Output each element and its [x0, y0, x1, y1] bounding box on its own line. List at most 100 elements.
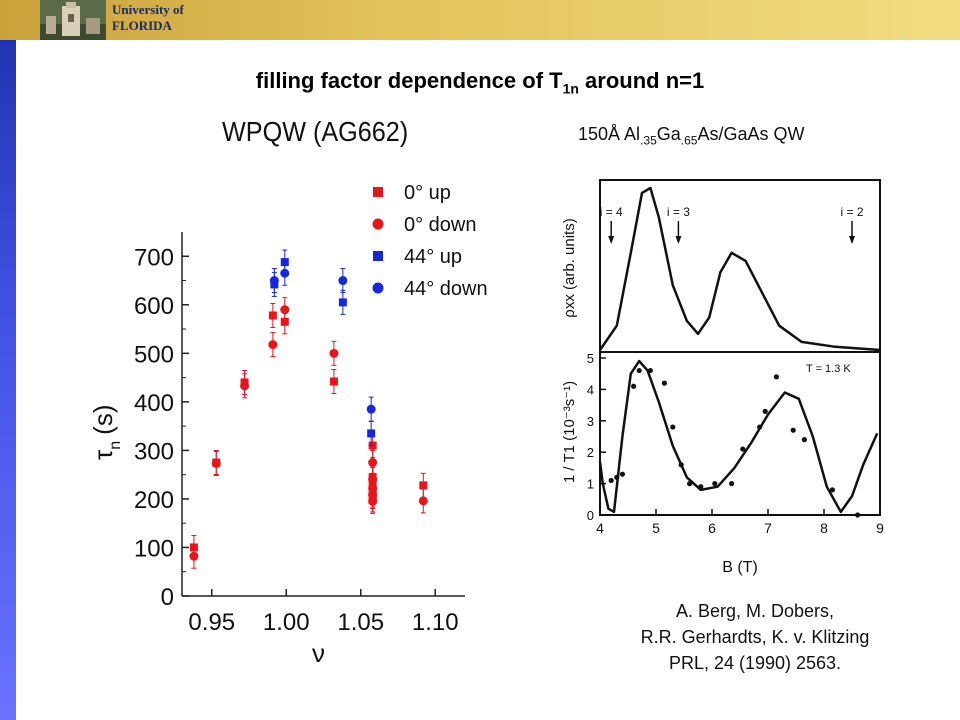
data-dot [801, 437, 808, 443]
data-point-square [419, 481, 428, 490]
y-tick-label: 700 [134, 244, 174, 271]
y-tick-label: 5 [587, 351, 594, 366]
slide-title-subscript: 1n [562, 80, 579, 97]
x-tick-label: 1.10 [412, 609, 459, 636]
data-point-circle [268, 340, 278, 350]
arrow-head [675, 236, 682, 244]
reference-line-2: R.R. Gerhardts, K. v. Klitzing [640, 627, 870, 647]
arrow-head [849, 236, 855, 244]
top-panel-frame [599, 179, 881, 353]
tower-icon [40, 0, 106, 40]
y-tick-label: 0 [587, 508, 594, 523]
data-point-circle [329, 348, 339, 358]
x-tick-label: 6 [708, 520, 716, 536]
reference-line-1: A. Berg, M. Dobers, [675, 601, 835, 621]
data-dot [661, 380, 668, 386]
legend-marker-square [373, 251, 383, 261]
rho-xx-curve [598, 186, 881, 352]
data-point-square [338, 298, 347, 307]
filling-marker-label: i = 3 [667, 205, 690, 219]
reference-line-3: PRL, 24 (1990) 2563. [668, 653, 842, 673]
data-point-circle [338, 276, 348, 286]
legend-label: 44° down [404, 278, 488, 300]
data-point-circle [189, 551, 199, 561]
filling-marker-label: i = 4 [600, 205, 623, 219]
data-dot [757, 424, 763, 430]
data-dot [687, 481, 693, 487]
slide-title-main: filling factor dependence of T [255, 68, 563, 93]
y-tick-label: 4 [587, 382, 594, 397]
arrow-head [608, 236, 615, 244]
y-axis-label: τn(s) [88, 404, 124, 460]
top-ylabel: ρxx (arb. units) [561, 218, 578, 317]
data-dot [614, 474, 620, 480]
legend-marker-square [373, 187, 383, 197]
data-dot [712, 481, 718, 487]
slide-title: filling factor dependence of T1n around … [0, 68, 960, 96]
figure-xlabel: B (T) [722, 559, 758, 576]
data-dot [698, 484, 704, 490]
data-dot [631, 383, 637, 389]
slide-title-end: around n=1 [578, 68, 705, 93]
x-tick-label: 8 [820, 520, 828, 536]
legend-marker-circle [372, 218, 384, 230]
data-dot [670, 424, 676, 430]
qw-label-sub-1: .35 [640, 133, 657, 148]
data-dot [790, 427, 796, 433]
data-point-circle [280, 305, 290, 315]
logo-line-1: University of [112, 2, 184, 17]
data-point-circle [211, 459, 221, 469]
temperature-label: T = 1.3 K [806, 363, 851, 375]
qw-label-sub-2: .65 [680, 133, 698, 148]
data-point-circle [368, 496, 378, 506]
x-tick-label: 1.00 [263, 609, 310, 636]
y-tick-label: 1 [587, 477, 594, 492]
data-point-circle [368, 458, 378, 468]
bottom-ylabel: 1 / T1 (10⁻³s⁻¹) [561, 381, 578, 483]
qw-label-part-a: 150Å Al [578, 124, 641, 144]
y-tick-label: 500 [134, 341, 174, 368]
data-point-circle [280, 268, 290, 278]
x-tick-label: 5 [652, 520, 660, 536]
y-tick-label: 3 [587, 414, 594, 429]
data-point-square [268, 311, 277, 320]
data-dot [619, 471, 626, 477]
data-point-circle [240, 381, 250, 391]
fit-curve [598, 359, 879, 514]
university-name: University of FLORIDA [112, 2, 184, 34]
legend-label: 0° up [404, 182, 451, 204]
y-tick-label: 100 [134, 535, 174, 562]
data-dot [608, 477, 614, 484]
left-accent-bar [0, 0, 16, 720]
legend-label: 0° down [404, 214, 477, 236]
bottom-panel-frame [599, 351, 881, 516]
data-point-square [329, 377, 338, 386]
qw-label-part-b: Ga [656, 124, 681, 144]
y-tick-label: 400 [134, 390, 174, 417]
data-dot [729, 481, 735, 487]
header-bar [0, 0, 960, 40]
data-point-circle [269, 276, 279, 286]
y-tick-label: 2 [587, 445, 594, 460]
y-tick-label: 600 [134, 293, 174, 320]
data-point-circle [418, 496, 428, 506]
plot-title: WPQW (AG662) [222, 116, 409, 147]
qw-label-part-c: As/GaAs QW [697, 124, 805, 144]
data-dot [647, 367, 654, 374]
x-tick-label: 9 [876, 520, 884, 536]
data-dot [740, 446, 746, 452]
data-dot [855, 512, 861, 518]
data-dot [636, 367, 642, 374]
x-tick-label: 1.05 [337, 609, 384, 636]
qw-label: 150Å Al.35Ga.65As/GaAs QW [578, 124, 804, 148]
y-tick-label: 0 [161, 584, 174, 611]
y-tick-label: 300 [134, 438, 174, 465]
data-dot [773, 374, 780, 380]
legend-marker-circle [372, 282, 384, 294]
x-tick-label: 4 [596, 520, 604, 536]
y-tick-label: 200 [134, 487, 174, 514]
university-logo-image [40, 0, 106, 40]
reference-citation: A. Berg, M. Dobers, R.R. Gerhardts, K. v… [590, 598, 920, 676]
